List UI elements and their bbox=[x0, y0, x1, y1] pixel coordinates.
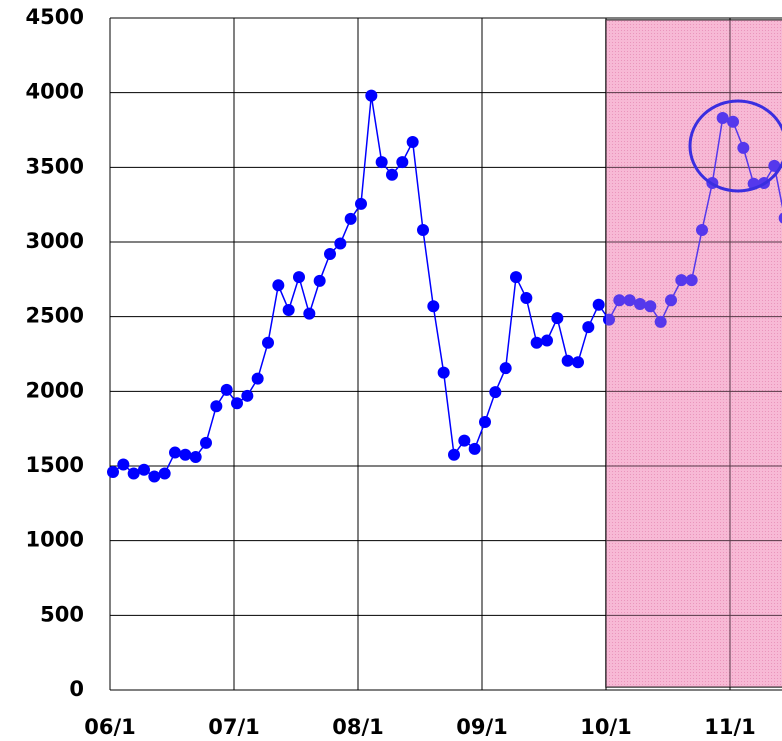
x-tick-label: 07/1 bbox=[208, 715, 260, 739]
data-point bbox=[406, 135, 419, 148]
y-tick-label: 4500 bbox=[26, 5, 84, 29]
data-point bbox=[582, 321, 595, 334]
annotation-circle bbox=[688, 99, 782, 193]
data-point bbox=[313, 274, 326, 287]
data-point bbox=[148, 470, 161, 483]
data-point bbox=[386, 168, 398, 181]
data-point bbox=[220, 383, 233, 396]
data-point bbox=[737, 141, 750, 154]
data-point bbox=[696, 224, 708, 237]
data-point bbox=[623, 294, 636, 307]
data-point bbox=[375, 156, 388, 169]
y-tick-label: 0 bbox=[69, 677, 84, 701]
data-point bbox=[499, 362, 512, 375]
data-point bbox=[200, 436, 212, 449]
data-point bbox=[427, 300, 440, 313]
x-tick-label: 11/1 bbox=[704, 715, 756, 739]
data-point bbox=[665, 294, 677, 307]
data-point bbox=[541, 334, 553, 347]
data-point bbox=[654, 315, 667, 328]
data-point bbox=[396, 156, 409, 169]
data-point bbox=[644, 300, 657, 313]
data-point bbox=[179, 448, 192, 461]
data-point bbox=[272, 279, 285, 292]
data-point bbox=[262, 336, 274, 349]
data-point bbox=[479, 415, 491, 428]
x-tick-label: 06/1 bbox=[84, 715, 136, 739]
data-point bbox=[716, 112, 729, 125]
y-tick-label: 3000 bbox=[26, 229, 84, 253]
data-point bbox=[344, 212, 357, 225]
data-point bbox=[551, 312, 564, 325]
data-point bbox=[437, 366, 450, 379]
data-point bbox=[561, 354, 574, 367]
data-point bbox=[768, 159, 781, 172]
data-point bbox=[334, 237, 347, 250]
x-tick-label: 08/1 bbox=[332, 715, 384, 739]
data-point bbox=[603, 313, 615, 326]
data-point bbox=[530, 336, 543, 349]
data-point bbox=[324, 247, 336, 260]
data-point bbox=[169, 446, 181, 459]
data-point bbox=[293, 271, 305, 284]
y-tick-label: 4000 bbox=[26, 80, 84, 104]
data-point bbox=[127, 467, 140, 480]
data-point bbox=[417, 224, 429, 237]
data-point bbox=[613, 294, 626, 307]
data-point bbox=[210, 400, 223, 413]
data-point bbox=[727, 115, 739, 128]
data-point bbox=[303, 307, 316, 320]
x-tick-label: 10/1 bbox=[580, 715, 632, 739]
data-point bbox=[355, 197, 367, 210]
data-point bbox=[251, 372, 264, 385]
y-tick-label: 2500 bbox=[26, 304, 84, 328]
data-point bbox=[489, 386, 502, 399]
data-point bbox=[592, 298, 605, 311]
data-point bbox=[634, 297, 646, 310]
data-point bbox=[458, 434, 471, 447]
data-point bbox=[138, 463, 150, 476]
data-point bbox=[107, 465, 119, 478]
data-point bbox=[468, 442, 481, 455]
data-point bbox=[158, 467, 171, 480]
data-point bbox=[685, 274, 698, 287]
y-tick-label: 1500 bbox=[26, 453, 84, 477]
data-point bbox=[572, 356, 584, 369]
data-point bbox=[510, 271, 522, 284]
y-tick-label: 500 bbox=[40, 602, 84, 626]
data-point bbox=[241, 389, 254, 402]
x-tick-label: 09/1 bbox=[456, 715, 508, 739]
data-point bbox=[231, 397, 243, 410]
data-point bbox=[282, 303, 295, 316]
data-point bbox=[117, 458, 130, 471]
shaded-overlay bbox=[606, 20, 782, 687]
data-point bbox=[675, 274, 688, 287]
y-tick-label: 3500 bbox=[26, 154, 84, 178]
y-tick-label: 1000 bbox=[26, 528, 84, 552]
data-point bbox=[520, 292, 533, 304]
y-tick-label: 2000 bbox=[26, 378, 84, 402]
data-point bbox=[448, 448, 460, 461]
data-point bbox=[189, 451, 202, 464]
data-point bbox=[778, 212, 782, 224]
data-point bbox=[365, 89, 378, 102]
